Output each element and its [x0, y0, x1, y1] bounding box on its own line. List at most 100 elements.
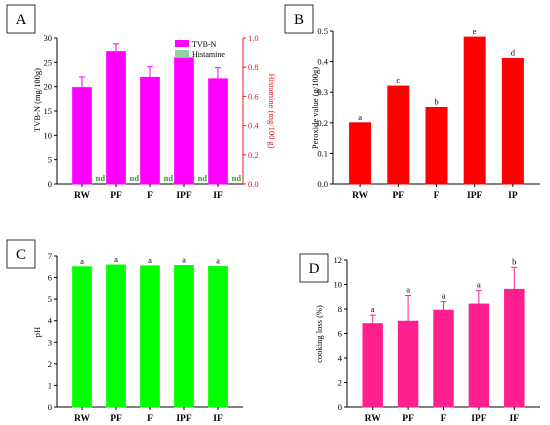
y-axis-title: cooking loss (%) — [314, 305, 324, 363]
x-tick-label: IPF — [176, 414, 192, 424]
bar — [349, 122, 372, 185]
x-tick-label: F — [147, 414, 153, 424]
y-tick-label: 5 — [48, 294, 52, 304]
bar — [463, 36, 486, 185]
x-tick-label: F — [441, 414, 447, 424]
bar — [208, 266, 228, 408]
y-tick-label: 4 — [48, 316, 53, 326]
y2-tick-label: 0.6 — [248, 91, 259, 101]
x-tick-label: IPF — [176, 191, 192, 201]
nd-annotation: nd — [96, 173, 106, 183]
y-tick-label: 6 — [338, 329, 342, 339]
y-tick-label: 3 — [48, 337, 52, 347]
bar — [140, 265, 160, 408]
bar — [397, 320, 419, 408]
legend-swatch — [175, 40, 189, 47]
y-tick-label: 0.2 — [317, 118, 328, 128]
y-tick-label: 6 — [48, 273, 52, 283]
y-tick-label: 0 — [338, 402, 342, 412]
panel-label-box — [6, 239, 36, 269]
x-tick-label: IF — [213, 414, 223, 424]
y2-tick-label: 1.0 — [248, 33, 259, 43]
y2-tick-label: 0.4 — [248, 121, 259, 131]
bar — [72, 266, 92, 408]
significance-letter: a — [182, 254, 186, 264]
legend-label: Histamine — [192, 50, 225, 59]
bar — [387, 85, 410, 185]
bar — [362, 323, 383, 408]
y-tick-label: 25 — [44, 57, 53, 67]
bar — [140, 76, 160, 185]
x-tick-label: IF — [510, 414, 520, 424]
x-tick-label: RW — [74, 414, 91, 424]
significance-letter: a — [406, 285, 410, 295]
chart-panel-b: B 0.0 0.1 0.2 0.3 0.4 0.5 Peroxide value (g/100… — [284, 4, 540, 201]
x-tick-label: IPF — [467, 191, 483, 201]
panel-label-box — [6, 4, 36, 34]
x-tick-label: IPF — [471, 414, 487, 424]
panel-label-box — [284, 4, 314, 34]
y-axis-title: Peroxide value (g/100g) — [310, 67, 320, 149]
y-tick-label: 8 — [338, 304, 342, 314]
y-tick-label: 0.5 — [317, 26, 328, 36]
y-tick-label: 7 — [48, 251, 52, 261]
significance-letter: a — [80, 256, 84, 266]
panel-label: D — [309, 261, 320, 277]
nd-annotation: nd — [130, 173, 140, 183]
y-tick-label: 0.1 — [317, 148, 328, 158]
bar — [106, 264, 126, 408]
significance-letter: e — [473, 26, 477, 36]
bar — [433, 309, 454, 408]
nd-annotation: nd — [232, 173, 242, 183]
x-tick-label: PF — [392, 191, 404, 201]
x-tick-label: F — [147, 191, 153, 201]
y-tick-label: 0 — [48, 179, 52, 189]
significance-letter: a — [371, 304, 375, 314]
y-axis-title: TVB-N (mg/100g) — [32, 68, 42, 132]
y-tick-label: 5 — [48, 155, 52, 165]
y-axis-title: pH — [32, 327, 42, 337]
significance-letter: d — [511, 48, 516, 58]
x-tick-label: IF — [213, 191, 223, 201]
y2-axis-title: Histamine (mg/100 g) — [267, 73, 277, 148]
y-tick-label: 20 — [44, 82, 53, 92]
bar — [174, 264, 194, 408]
y-tick-label: 2 — [48, 359, 52, 369]
y-tick-label: 0.3 — [317, 87, 328, 97]
significance-letter: a — [477, 280, 481, 290]
significance-letter: b — [434, 97, 438, 107]
bar — [72, 87, 92, 185]
bar — [501, 58, 524, 185]
significance-letter: c — [396, 75, 400, 85]
bar — [504, 288, 525, 408]
chart-panel-a: A 0 5 10 15 20 25 30 0.0 0.2 0.4 0.6 0.8 1.0 Histamine… — [6, 4, 277, 201]
panel-label-box — [299, 253, 329, 283]
significance-letter: a — [442, 291, 446, 301]
y-tick-label: 0.0 — [317, 179, 328, 189]
y-tick-label: 2 — [338, 378, 342, 388]
significance-letter: a — [114, 254, 118, 264]
x-tick-label: IP — [508, 191, 518, 201]
legend-label: TVB-N — [192, 40, 217, 49]
x-tick-label: RW — [365, 414, 382, 424]
y-tick-label: 10 — [334, 280, 343, 290]
y2-tick-label: 0.0 — [248, 179, 259, 189]
y2-tick-label: 0.8 — [248, 62, 259, 72]
significance-letter: b — [512, 256, 516, 266]
y-tick-label: 30 — [44, 33, 53, 43]
chart-panel-d: D 0 2 4 6 8 10 12 cooking loss (%) RW a PF a Fa IPF a IF… — [299, 253, 540, 424]
bar — [425, 107, 448, 185]
nd-annotation: nd — [198, 173, 208, 183]
x-tick-label: PF — [402, 414, 414, 424]
y-tick-label: 0.4 — [317, 57, 328, 67]
y-tick-label: 1 — [48, 380, 52, 390]
significance-letter: a — [216, 256, 220, 266]
nd-annotation: nd — [164, 173, 174, 183]
bar — [174, 57, 194, 185]
x-tick-label: RW — [74, 191, 91, 201]
legend-swatch — [175, 50, 189, 57]
x-tick-label: RW — [352, 191, 369, 201]
x-tick-label: F — [434, 191, 440, 201]
y-tick-label: 12 — [334, 255, 343, 265]
